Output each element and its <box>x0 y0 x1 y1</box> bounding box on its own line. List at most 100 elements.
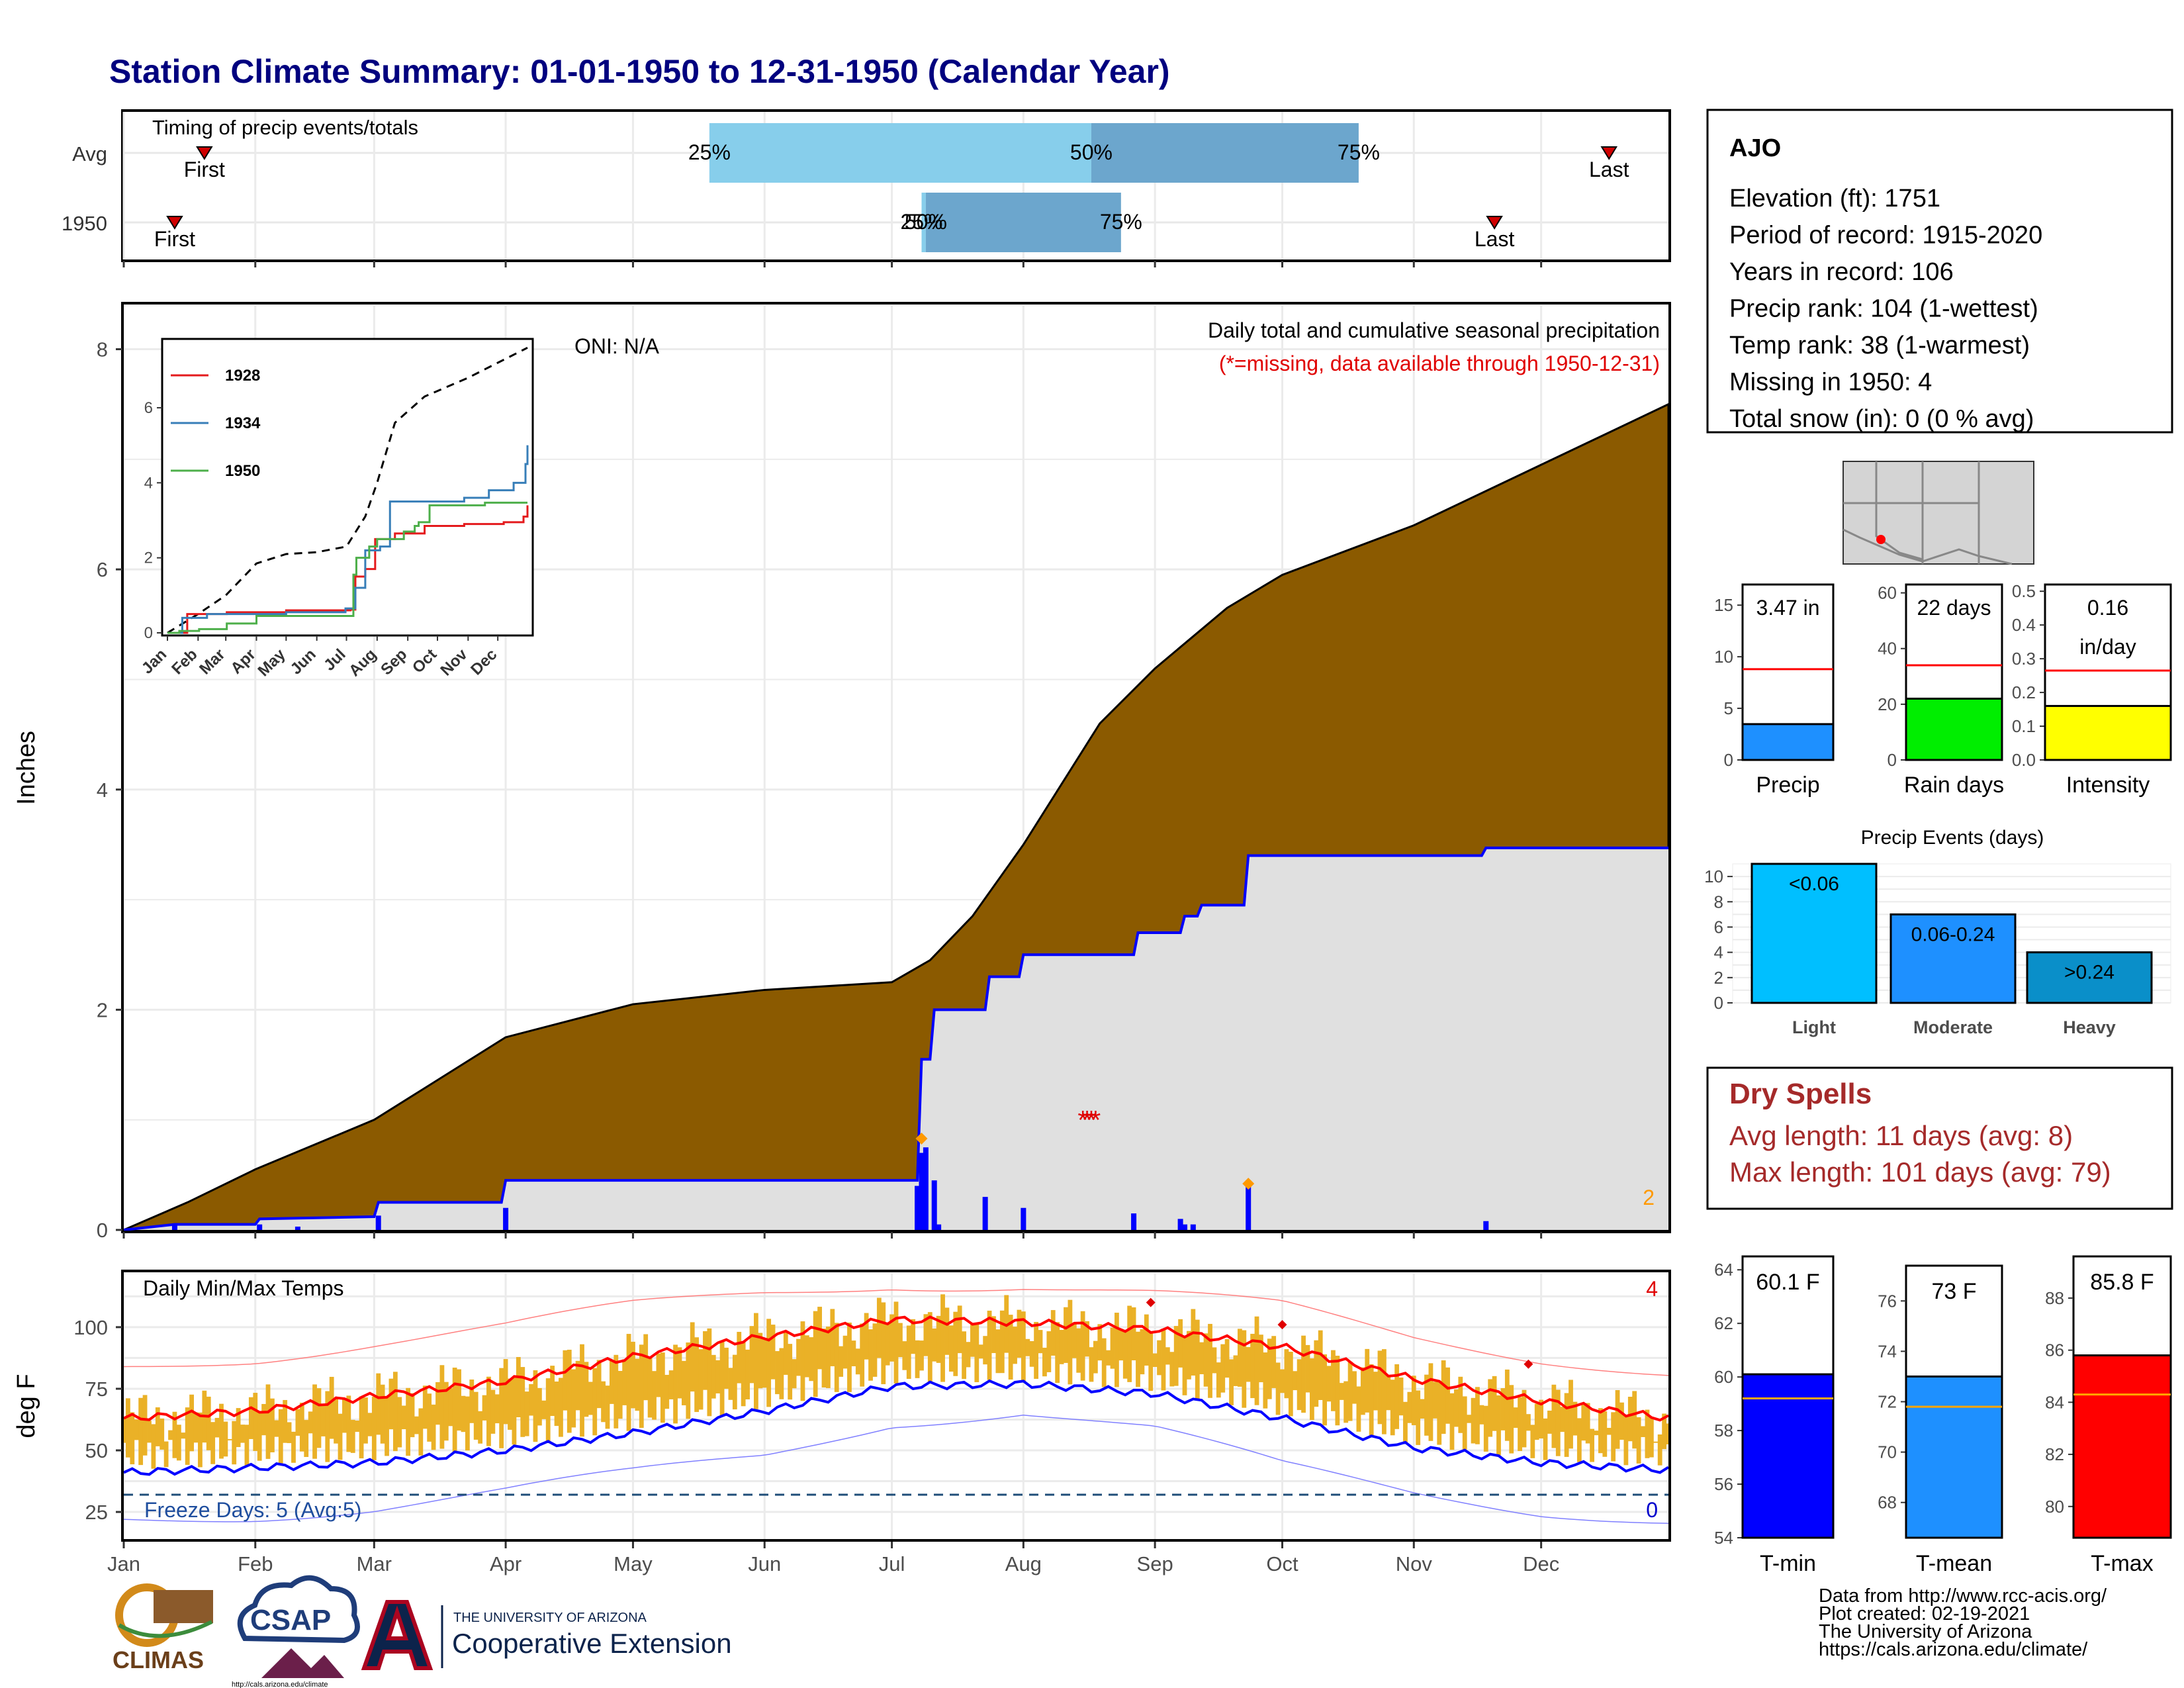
inset-legend-label: 1934 <box>225 414 261 432</box>
daily-temp-range-bar <box>236 1408 241 1448</box>
daily-temp-range-bar <box>809 1337 814 1382</box>
daily-temp-range-bar <box>999 1310 1005 1374</box>
daily-temp-range-bar <box>508 1378 512 1430</box>
daily-temp-range-bar <box>788 1344 793 1400</box>
daily-temp-range-bar <box>626 1334 631 1431</box>
daily-temp-range-bar <box>1271 1336 1277 1388</box>
daily-temp-range-bar <box>1148 1331 1154 1391</box>
chart-title: Station Climate Summary: 01-01-1950 to 1… <box>109 53 1170 90</box>
daily-precip-bar <box>1182 1224 1188 1230</box>
daily-temp-range-bar <box>168 1430 173 1440</box>
climas-logo: CLIMAS <box>113 1583 213 1673</box>
inset-legend-label: 1950 <box>225 462 260 480</box>
daily-temp-range-bar <box>486 1376 491 1446</box>
precip-subtitle: Daily total and cumulative seasonal prec… <box>1208 318 1660 342</box>
daily-temp-range-bar <box>422 1385 428 1429</box>
daily-temp-range-bar <box>1373 1372 1378 1411</box>
ua-logo-a <box>361 1600 433 1670</box>
daily-temp-range-bar <box>1649 1417 1654 1458</box>
daily-temp-range-bar <box>1627 1397 1633 1442</box>
daily-temp-range-bar <box>694 1337 700 1413</box>
daily-temp-range-bar <box>181 1432 186 1439</box>
precip-frame <box>121 302 1671 1233</box>
daily-temp-range-bar <box>541 1400 547 1419</box>
daily-precip-bar <box>503 1207 509 1230</box>
precip-events-title: Precip Events (days) <box>1861 827 2044 849</box>
daily-temp-range-bar <box>605 1385 610 1429</box>
daily-temp-range-bar <box>155 1407 160 1446</box>
record-min-line <box>123 1415 1669 1524</box>
daily-temp-range-bar <box>1560 1407 1565 1432</box>
station-info-line: Missing in 1950: 4 <box>1729 369 1932 397</box>
daily-temp-range-bar <box>1623 1415 1629 1466</box>
daily-temp-range-bar <box>325 1391 330 1462</box>
month-label: Oct <box>1266 1552 1298 1575</box>
daily-temp-range-bar <box>465 1396 470 1451</box>
precip-corner-count: 2 <box>1643 1186 1655 1209</box>
footer-line-3: The University of Arizona <box>1819 1621 2032 1642</box>
missing-day-marker: * <box>1091 1106 1101 1135</box>
temp-summary-ytick-label: 62 <box>1714 1313 1733 1333</box>
month-label: Jan <box>107 1552 140 1575</box>
daily-temp-range-bar <box>1318 1330 1323 1400</box>
daily-precip-bar <box>936 1224 942 1230</box>
oni-label: ONI: N/A <box>574 334 660 358</box>
daily-temp-range-bar <box>1479 1405 1484 1425</box>
daily-temp-range-bar <box>911 1319 916 1354</box>
first-event-marker <box>166 216 183 230</box>
station-info-line: Period of record: 1915-2020 <box>1729 222 2042 250</box>
daily-temp-range-bar <box>1496 1395 1501 1456</box>
daily-temp-range-bar <box>948 1325 954 1372</box>
temp-summary-bars: 54 56 58 60 62 64 60.1 F T-min 68 70 72 74 76 73 F T-m… <box>1714 1255 2172 1576</box>
daily-temp-range-bar <box>494 1394 500 1424</box>
daily-temp-range-bar <box>1581 1403 1586 1441</box>
daily-temp-range-bar <box>639 1344 644 1429</box>
summary-ytick-label: 5 <box>1724 698 1733 718</box>
daily-temp-range-bar <box>147 1421 152 1443</box>
daily-temp-range-bar <box>1500 1388 1506 1430</box>
daily-temp-range-bar <box>524 1391 529 1436</box>
daily-temp-range-bar <box>1386 1376 1391 1411</box>
month-label: Jun <box>748 1552 781 1575</box>
daily-temp-range-bar <box>1021 1311 1026 1382</box>
daily-temp-range-bar <box>1403 1401 1408 1443</box>
daily-temp-range-bar <box>1335 1356 1340 1426</box>
precip-events-bar <box>1889 913 2017 1004</box>
inset-ytick-label: 6 <box>144 399 153 417</box>
daily-temp-range-bar <box>1165 1347 1170 1365</box>
daily-temp-range-bar <box>206 1396 211 1450</box>
daily-temp-range-bar <box>1008 1315 1013 1380</box>
daily-temp-range-bar <box>418 1408 424 1456</box>
daily-temp-range-bar <box>512 1377 517 1445</box>
inset-ytick-label: 4 <box>144 474 153 492</box>
daily-temp-range-bar <box>779 1348 784 1399</box>
daily-temp-range-bar <box>923 1314 929 1356</box>
daily-temp-range-bar <box>617 1370 623 1419</box>
daily-temp-range-bar <box>388 1378 394 1430</box>
daily-temp-range-bar <box>1254 1316 1259 1405</box>
daily-temp-range-bar <box>1518 1397 1522 1452</box>
daily-temp-range-bar <box>359 1396 364 1459</box>
daily-temp-range-bar <box>1297 1359 1302 1411</box>
daily-temp-range-bar <box>821 1329 827 1388</box>
daily-temp-range-bar <box>622 1359 627 1405</box>
daily-temp-range-bar <box>457 1369 461 1431</box>
daily-temp-range-bar <box>312 1384 317 1459</box>
temp-summary-ytick-label: 54 <box>1714 1528 1733 1548</box>
daily-temp-range-bar <box>142 1395 148 1456</box>
station-info-lines: Elevation (ft): 1751 Period of record: 19… <box>1729 185 2042 433</box>
daily-temp-range-bar <box>516 1357 521 1417</box>
daily-temp-range-bar <box>1267 1338 1272 1399</box>
daily-temp-range-bar <box>635 1358 640 1411</box>
summary-ytick-label: 0.5 <box>2012 581 2036 601</box>
daily-temp-range-bar <box>1458 1376 1463 1433</box>
daily-temp-range-bar <box>397 1397 402 1448</box>
precip-events-category: Heavy <box>2063 1017 2116 1037</box>
daily-temp-range-bar <box>1309 1358 1314 1421</box>
daily-temp-range-bar <box>1233 1355 1238 1386</box>
daily-temp-range-bar <box>1381 1349 1387 1434</box>
daily-temp-range-bar <box>227 1438 232 1440</box>
footer-line-1: Data from http://www.rcc-acis.org/ <box>1819 1585 2107 1607</box>
daily-temp-range-bar <box>214 1417 220 1438</box>
daily-temp-range-bar <box>1110 1327 1115 1369</box>
